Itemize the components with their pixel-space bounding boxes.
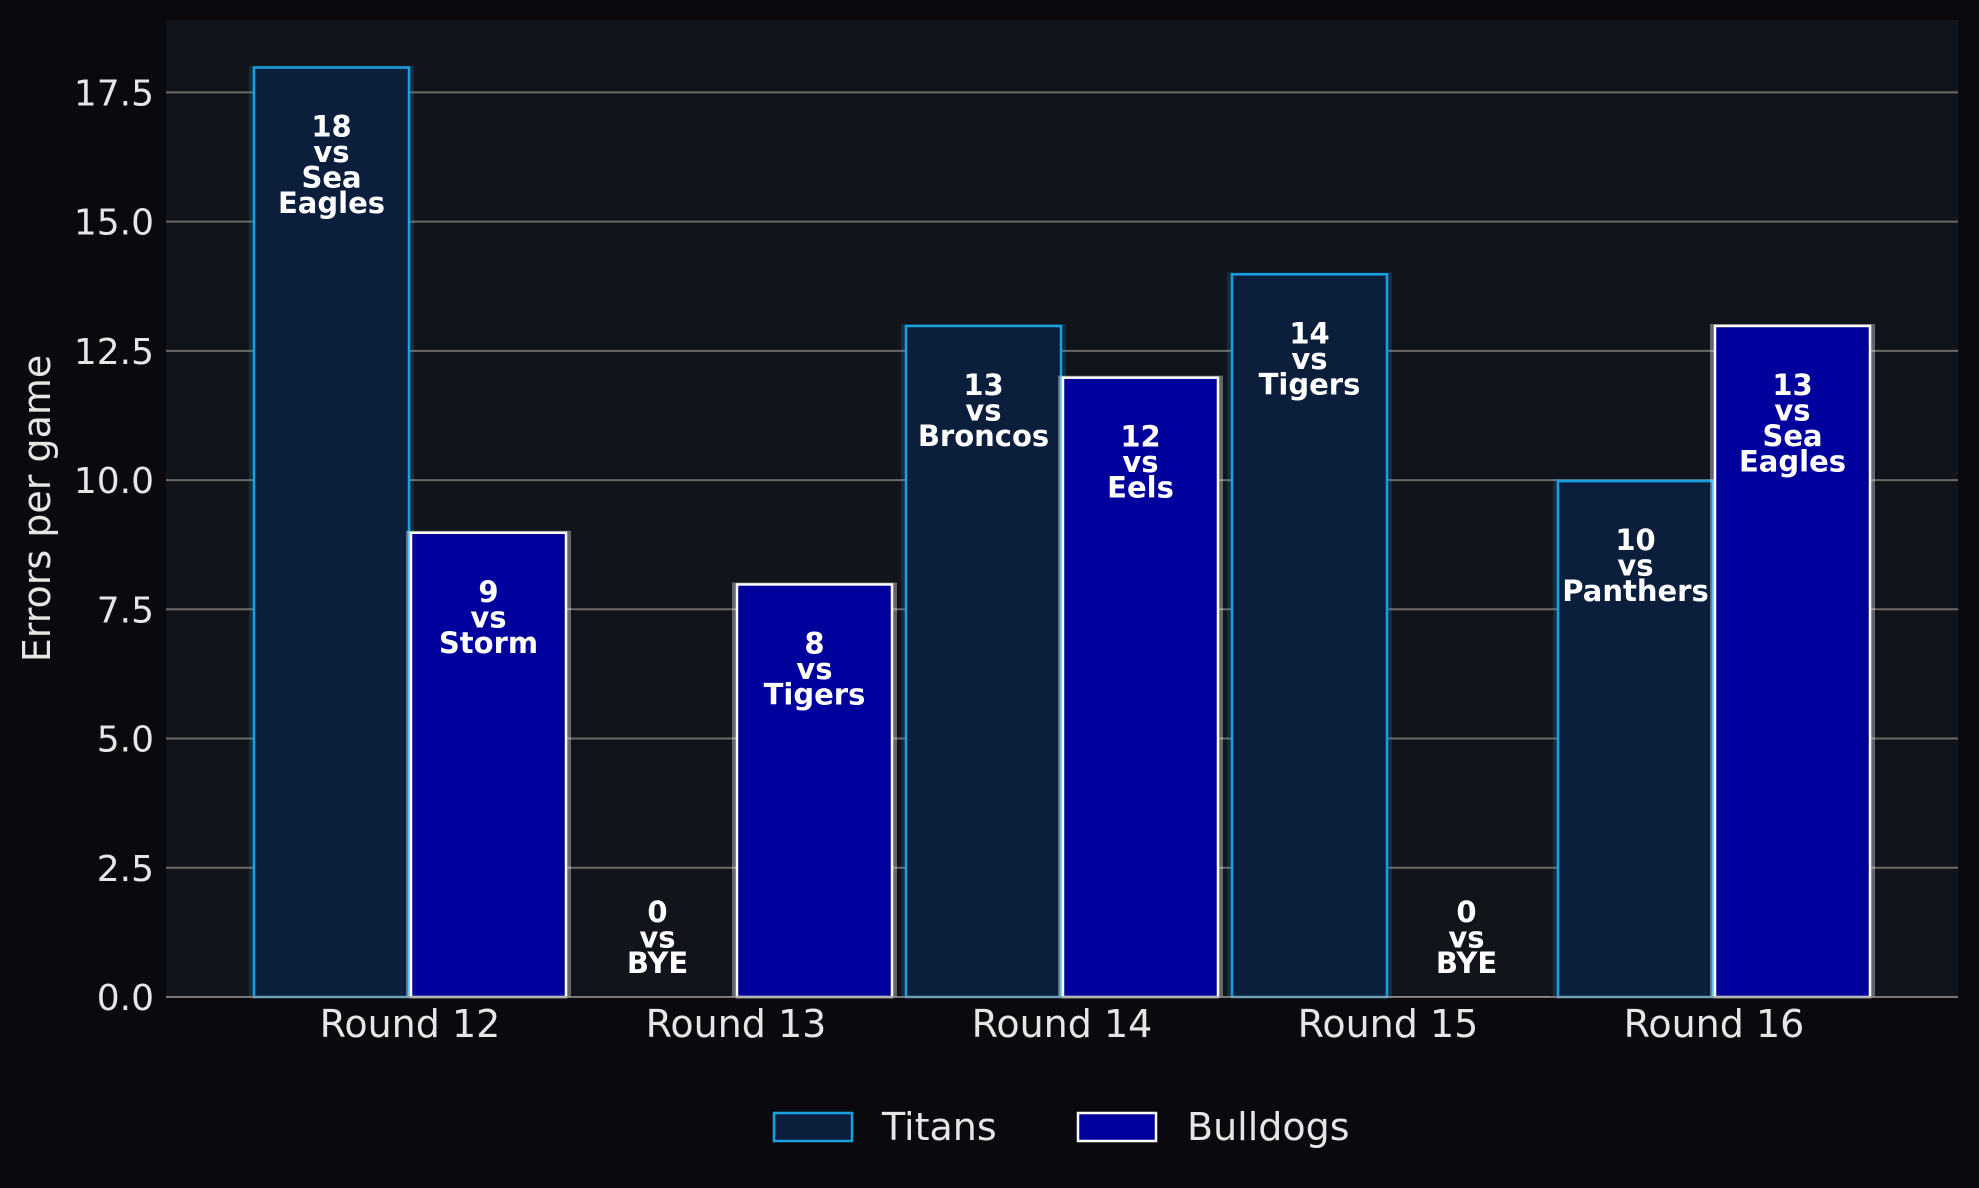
bar-label-line: Eagles — [278, 186, 385, 220]
bar-label-line: 0 — [647, 895, 667, 929]
x-tick-label: Round 13 — [646, 1002, 827, 1046]
bar-label-line: Storm — [439, 626, 538, 660]
legend-swatch-bulldogs — [1076, 1111, 1158, 1143]
bar-label-line: 10 — [1615, 523, 1655, 557]
y-tick-label: 7.5 — [97, 590, 154, 631]
bar-label: 13 vs Sea Eagles — [1739, 368, 1846, 479]
y-tick-label: 17.5 — [74, 73, 154, 114]
bar-label-line: vs — [470, 600, 506, 634]
bar-label-line: Tigers — [764, 677, 866, 711]
bar-label-line: vs — [1774, 393, 1810, 427]
bar-label-line: vs — [796, 652, 832, 686]
legend-label-bulldogs: Bulldogs — [1187, 1105, 1350, 1149]
bar-label: 18 vs Sea Eagles — [278, 110, 385, 221]
bar-label-line: 8 — [804, 626, 824, 660]
y-tick-label: 15.0 — [74, 203, 154, 244]
bar-label-line: vs — [965, 393, 1001, 427]
bar-label: 13 vs Broncos — [918, 368, 1049, 453]
bar-label: 12 vs Eels — [1107, 420, 1174, 505]
bar-label-line: vs — [1291, 342, 1327, 376]
bar-label-line: vs — [1617, 549, 1653, 583]
bar-label-line: Panthers — [1562, 574, 1708, 608]
bar-titans-4 — [1556, 479, 1715, 999]
y-tick-label: 12.5 — [74, 332, 154, 373]
bar-label-line: 9 — [478, 575, 498, 609]
bar-label: 14 vs Tigers — [1259, 316, 1361, 401]
x-tick-label: Round 12 — [320, 1002, 501, 1046]
legend-swatch-titans — [772, 1111, 854, 1143]
bar-label-line: Broncos — [918, 419, 1049, 453]
bar-label-line: vs — [1448, 921, 1484, 955]
bar-label-line: vs — [639, 921, 675, 955]
bar-label-line: 0 — [1456, 895, 1476, 929]
bar-label-line: 13 — [963, 368, 1003, 402]
bar-label: 8 vs Tigers — [764, 626, 866, 711]
bar-label-line: Eels — [1107, 471, 1174, 505]
y-tick-label: 0.0 — [97, 978, 154, 1019]
bar-label: 10 vs Panthers — [1562, 523, 1708, 608]
legend: Titans Bulldogs — [772, 1105, 1350, 1149]
y-tick-label: 10.0 — [74, 461, 154, 502]
bar-label-line: Tigers — [1259, 367, 1361, 401]
bar-label-line: BYE — [627, 946, 688, 980]
bar-label-line: 12 — [1120, 420, 1160, 454]
bar-label: 9 vs Storm — [439, 575, 538, 660]
y-tick-label: 2.5 — [97, 849, 154, 890]
bar-label-line: BYE — [1436, 946, 1497, 980]
x-tick-label: Round 14 — [972, 1002, 1153, 1046]
y-axis-title: Errors per game — [15, 355, 59, 663]
bar-bulldogs-1 — [735, 583, 894, 999]
bar-label-line: Sea — [1762, 419, 1822, 453]
bars — [249, 65, 1875, 999]
axes: 0.0 2.5 5.0 7.5 10.0 12.5 15.0 17.5 Round 12 Roun… — [74, 73, 1958, 1046]
bar-label-line: Sea — [301, 161, 361, 195]
bar-bulldogs-4 — [1713, 324, 1872, 999]
bar-label: 0 vs BYE — [627, 895, 688, 980]
bar-titans-0 — [252, 66, 411, 999]
bar-label: 0 vs BYE — [1436, 895, 1497, 980]
bar-titans-3 — [1230, 273, 1389, 999]
x-tick-label: Round 15 — [1298, 1002, 1479, 1046]
bar-label-line: vs — [1122, 445, 1158, 479]
bar-titans-2 — [904, 324, 1063, 999]
bar-label-line: 14 — [1289, 316, 1329, 350]
legend-label-titans: Titans — [881, 1105, 997, 1149]
x-tick-label: Round 16 — [1624, 1002, 1805, 1046]
bar-label-line: Eagles — [1739, 444, 1846, 478]
bar-label-line: vs — [313, 135, 349, 169]
bar-label-line: 18 — [311, 110, 351, 144]
y-tick-label: 5.0 — [97, 720, 154, 761]
bar-label-line: 13 — [1772, 368, 1812, 402]
